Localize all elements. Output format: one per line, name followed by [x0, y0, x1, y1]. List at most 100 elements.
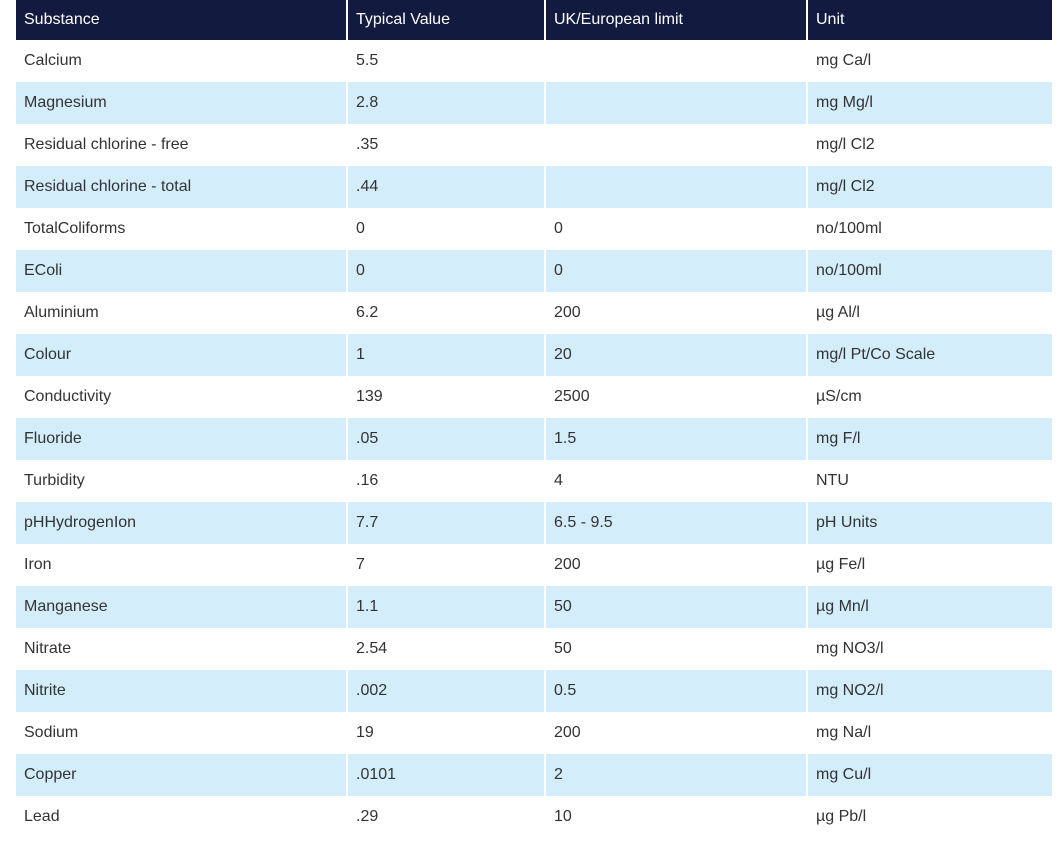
table-header: Substance Typical Value UK/European limi…: [16, 0, 1052, 40]
unit-cell: mg F/l: [807, 418, 1052, 460]
limit-cell: 1.5: [545, 418, 808, 460]
substance-cell: Colour: [16, 334, 348, 376]
limit-cell: 0.5: [545, 670, 808, 712]
limit-cell: 0: [545, 250, 808, 292]
typical-value-cell: 5.5: [347, 40, 546, 82]
header-uk-european-limit: UK/European limit: [545, 0, 808, 40]
limit-cell: 2: [545, 754, 808, 796]
limit-cell: [545, 82, 808, 124]
typical-value-cell: 7: [347, 544, 546, 586]
typical-value-cell: 139: [347, 376, 546, 418]
table-row: Iron 7 200 µg Fe/l: [16, 544, 1052, 586]
table-row: Colour 1 20 mg/l Pt/Co Scale: [16, 334, 1052, 376]
header-typical-value: Typical Value: [347, 0, 546, 40]
substance-cell: Manganese: [16, 586, 348, 628]
typical-value-cell: .16: [347, 460, 546, 502]
unit-cell: µS/cm: [807, 376, 1052, 418]
limit-cell: [545, 40, 808, 82]
water-quality-table-container: Substance Typical Value UK/European limi…: [16, 0, 1052, 838]
table-row: Nitrite .002 0.5 mg NO2/l: [16, 670, 1052, 712]
header-row: Substance Typical Value UK/European limi…: [16, 0, 1052, 40]
limit-cell: 2500: [545, 376, 808, 418]
table-row: Magnesium 2.8 mg Mg/l: [16, 82, 1052, 124]
unit-cell: µg Pb/l: [807, 796, 1052, 838]
typical-value-cell: .05: [347, 418, 546, 460]
substance-cell: Nitrate: [16, 628, 348, 670]
unit-cell: mg/l Pt/Co Scale: [807, 334, 1052, 376]
unit-cell: pH Units: [807, 502, 1052, 544]
limit-cell: 200: [545, 712, 808, 754]
unit-cell: µg Mn/l: [807, 586, 1052, 628]
substance-cell: Nitrite: [16, 670, 348, 712]
typical-value-cell: 19: [347, 712, 546, 754]
unit-cell: µg Al/l: [807, 292, 1052, 334]
substance-cell: Aluminium: [16, 292, 348, 334]
typical-value-cell: 0: [347, 250, 546, 292]
table-row: Calcium 5.5 mg Ca/l: [16, 40, 1052, 82]
table-row: Copper .0101 2 mg Cu/l: [16, 754, 1052, 796]
unit-cell: mg Na/l: [807, 712, 1052, 754]
limit-cell: 4: [545, 460, 808, 502]
typical-value-cell: .0101: [347, 754, 546, 796]
limit-cell: 6.5 - 9.5: [545, 502, 808, 544]
water-quality-table: Substance Typical Value UK/European limi…: [16, 0, 1052, 838]
unit-cell: NTU: [807, 460, 1052, 502]
typical-value-cell: 6.2: [347, 292, 546, 334]
limit-cell: 200: [545, 292, 808, 334]
substance-cell: EColi: [16, 250, 348, 292]
unit-cell: mg Mg/l: [807, 82, 1052, 124]
substance-cell: Residual chlorine - total: [16, 166, 348, 208]
typical-value-cell: 1: [347, 334, 546, 376]
unit-cell: µg Fe/l: [807, 544, 1052, 586]
substance-cell: Fluoride: [16, 418, 348, 460]
substance-cell: Calcium: [16, 40, 348, 82]
substance-cell: TotalColiforms: [16, 208, 348, 250]
unit-cell: mg NO2/l: [807, 670, 1052, 712]
substance-cell: pHHydrogenIon: [16, 502, 348, 544]
substance-cell: Residual chlorine - free: [16, 124, 348, 166]
substance-cell: Lead: [16, 796, 348, 838]
unit-cell: no/100ml: [807, 208, 1052, 250]
limit-cell: 50: [545, 628, 808, 670]
typical-value-cell: .44: [347, 166, 546, 208]
limit-cell: [545, 124, 808, 166]
unit-cell: mg Ca/l: [807, 40, 1052, 82]
substance-cell: Magnesium: [16, 82, 348, 124]
unit-cell: mg/l Cl2: [807, 124, 1052, 166]
unit-cell: mg/l Cl2: [807, 166, 1052, 208]
table-row: Residual chlorine - total .44 mg/l Cl2: [16, 166, 1052, 208]
limit-cell: 10: [545, 796, 808, 838]
limit-cell: [545, 166, 808, 208]
typical-value-cell: .29: [347, 796, 546, 838]
table-row: pHHydrogenIon 7.7 6.5 - 9.5 pH Units: [16, 502, 1052, 544]
typical-value-cell: 7.7: [347, 502, 546, 544]
unit-cell: no/100ml: [807, 250, 1052, 292]
substance-cell: Copper: [16, 754, 348, 796]
table-row: Residual chlorine - free .35 mg/l Cl2: [16, 124, 1052, 166]
substance-cell: Turbidity: [16, 460, 348, 502]
table-row: Sodium 19 200 mg Na/l: [16, 712, 1052, 754]
table-row: Lead .29 10 µg Pb/l: [16, 796, 1052, 838]
table-row: Fluoride .05 1.5 mg F/l: [16, 418, 1052, 460]
table-row: Manganese 1.1 50 µg Mn/l: [16, 586, 1052, 628]
table-row: EColi 0 0 no/100ml: [16, 250, 1052, 292]
table-body: Calcium 5.5 mg Ca/l Magnesium 2.8 mg Mg/l Resi…: [16, 40, 1052, 838]
limit-cell: 50: [545, 586, 808, 628]
header-substance: Substance: [16, 0, 348, 40]
table-row: Aluminium 6.2 200 µg Al/l: [16, 292, 1052, 334]
limit-cell: 20: [545, 334, 808, 376]
unit-cell: mg Cu/l: [807, 754, 1052, 796]
typical-value-cell: .35: [347, 124, 546, 166]
substance-cell: Iron: [16, 544, 348, 586]
typical-value-cell: 1.1: [347, 586, 546, 628]
substance-cell: Sodium: [16, 712, 348, 754]
table-row: Turbidity .16 4 NTU: [16, 460, 1052, 502]
table-row: TotalColiforms 0 0 no/100ml: [16, 208, 1052, 250]
table-row: Conductivity 139 2500 µS/cm: [16, 376, 1052, 418]
limit-cell: 200: [545, 544, 808, 586]
unit-cell: mg NO3/l: [807, 628, 1052, 670]
typical-value-cell: 2.8: [347, 82, 546, 124]
limit-cell: 0: [545, 208, 808, 250]
table-row: Nitrate 2.54 50 mg NO3/l: [16, 628, 1052, 670]
substance-cell: Conductivity: [16, 376, 348, 418]
